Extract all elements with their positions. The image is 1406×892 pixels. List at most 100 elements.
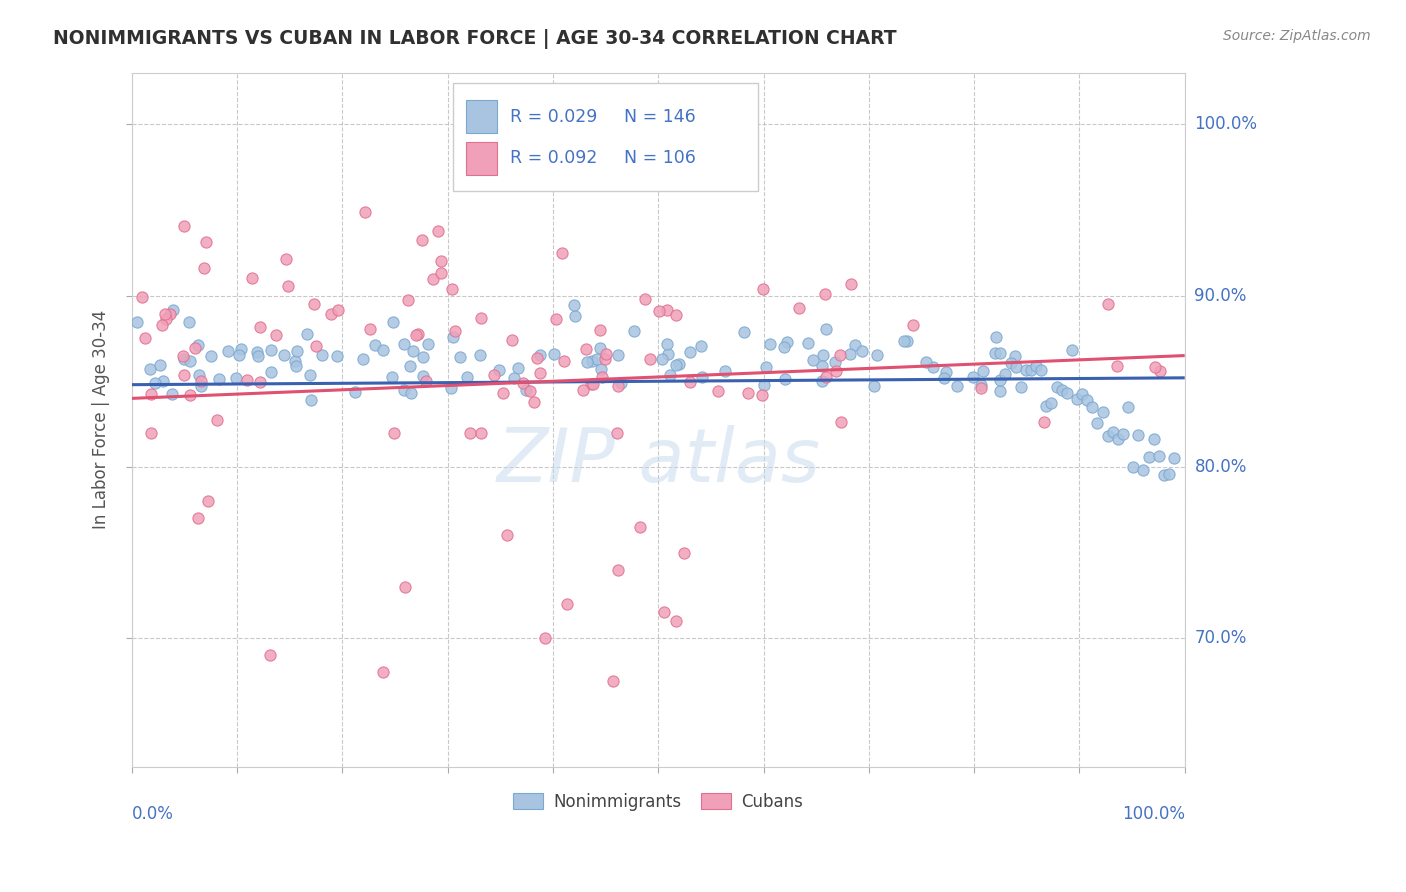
Point — [707, 384, 730, 399]
Point — [1015, 363, 1038, 377]
Point — [1128, 428, 1150, 442]
Point — [914, 355, 936, 369]
Point — [523, 395, 546, 409]
Point — [187, 511, 209, 525]
Point — [962, 369, 984, 384]
Point — [416, 336, 439, 351]
Point — [399, 359, 422, 373]
Text: ZIP atlas: ZIP atlas — [496, 425, 820, 498]
Point — [737, 386, 759, 401]
Point — [273, 347, 295, 361]
Point — [1153, 468, 1175, 483]
Point — [754, 378, 776, 392]
Text: Source: ZipAtlas.com: Source: ZipAtlas.com — [1223, 29, 1371, 43]
Point — [591, 370, 613, 384]
Point — [179, 388, 201, 402]
Point — [496, 528, 519, 542]
Point — [394, 580, 416, 594]
Point — [305, 338, 328, 352]
Point — [984, 330, 1007, 344]
Point — [470, 310, 492, 325]
Point — [946, 379, 969, 393]
Point — [970, 377, 993, 392]
Point — [801, 353, 824, 368]
Point — [162, 386, 184, 401]
Point — [595, 347, 617, 361]
Text: N = 146: N = 146 — [623, 108, 696, 126]
Point — [134, 331, 156, 345]
Point — [512, 376, 534, 390]
Point — [555, 597, 578, 611]
Point — [1071, 387, 1094, 401]
Point — [652, 606, 675, 620]
Point — [422, 272, 444, 286]
Point — [264, 327, 287, 342]
Point — [240, 271, 263, 285]
Point — [1045, 379, 1067, 393]
Text: 100.0%: 100.0% — [1195, 115, 1257, 134]
Point — [260, 365, 283, 379]
Point — [488, 363, 510, 377]
Point — [664, 358, 686, 372]
Point — [575, 355, 598, 369]
Point — [544, 312, 567, 326]
Point — [246, 349, 269, 363]
Point — [381, 370, 404, 384]
Text: 90.0%: 90.0% — [1195, 286, 1247, 305]
Point — [411, 233, 433, 247]
Point — [623, 324, 645, 338]
Point — [896, 334, 918, 348]
Point — [664, 614, 686, 628]
Point — [249, 320, 271, 334]
Point — [814, 286, 837, 301]
Point — [208, 372, 231, 386]
Point — [665, 308, 688, 322]
Point — [284, 353, 307, 368]
Point — [172, 349, 194, 363]
Point — [610, 376, 633, 390]
Point — [579, 376, 602, 391]
Point — [197, 494, 219, 508]
Point — [1087, 417, 1109, 431]
FancyBboxPatch shape — [465, 142, 498, 175]
Point — [1101, 425, 1123, 439]
Point — [534, 631, 557, 645]
Point — [733, 325, 755, 339]
Point — [468, 348, 491, 362]
Point — [246, 345, 269, 359]
Point — [321, 307, 343, 321]
Point — [1163, 450, 1185, 465]
Point — [1097, 297, 1119, 311]
Point — [190, 379, 212, 393]
Point — [844, 338, 866, 352]
Point — [1143, 360, 1166, 375]
Point — [1040, 396, 1063, 410]
Point — [935, 365, 957, 379]
Point — [1157, 467, 1180, 481]
Point — [458, 425, 481, 440]
Text: 80.0%: 80.0% — [1195, 458, 1247, 476]
Point — [586, 352, 609, 367]
Point — [299, 393, 322, 408]
Point — [508, 360, 530, 375]
Y-axis label: In Labor Force | Age 30-34: In Labor Force | Age 30-34 — [93, 310, 110, 530]
Point — [634, 293, 657, 307]
Point — [200, 349, 222, 363]
Point — [811, 374, 834, 388]
Point — [1025, 359, 1047, 374]
Point — [773, 340, 796, 354]
Point — [415, 374, 437, 388]
Point — [581, 354, 603, 368]
Point — [373, 343, 395, 357]
Point — [673, 545, 696, 559]
Point — [382, 425, 405, 440]
Text: R = 0.092: R = 0.092 — [510, 149, 598, 168]
Point — [1010, 380, 1032, 394]
Point — [692, 370, 714, 384]
Point — [456, 370, 478, 384]
Point — [752, 282, 775, 296]
Point — [412, 369, 434, 384]
Point — [651, 352, 673, 367]
Point — [249, 375, 271, 389]
Point — [325, 349, 347, 363]
